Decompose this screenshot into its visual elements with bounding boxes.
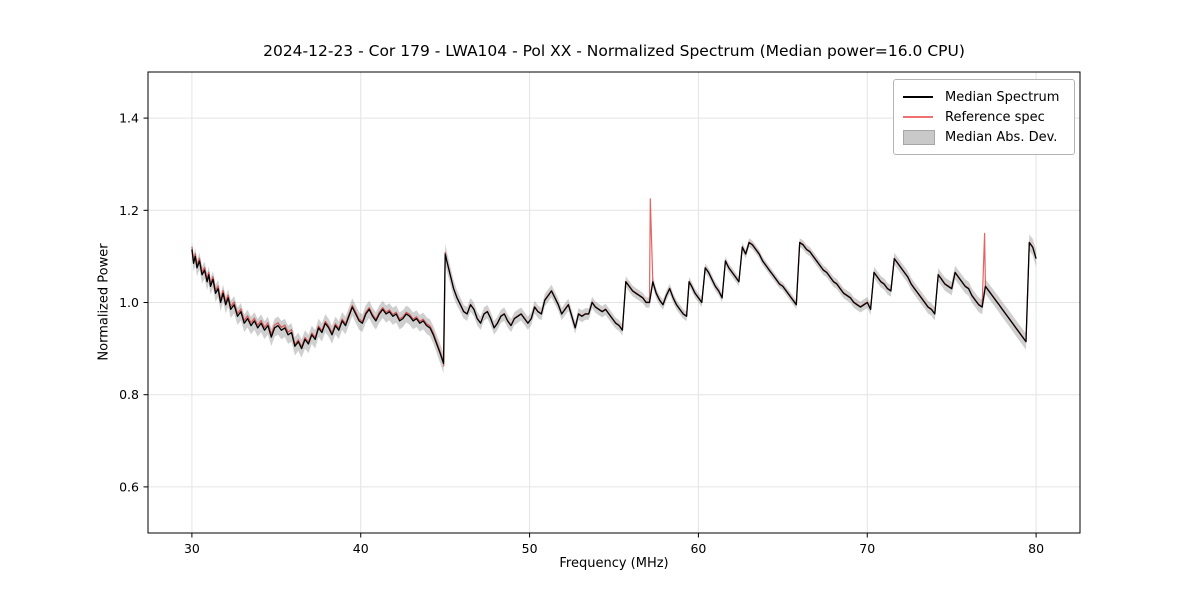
legend-swatch-shape xyxy=(903,116,933,118)
x-tick-label: 80 xyxy=(1028,541,1044,556)
median-spectrum-line xyxy=(191,241,1037,365)
axis-ticks: 30 40 50 60 70 80 0.6 0.8 1.0 1.2 1.4 xyxy=(119,111,1044,556)
legend: Median Spectrum Reference spec Median Abs.… xyxy=(893,79,1075,155)
legend-swatch-shape xyxy=(903,96,933,98)
x-tick-label: 70 xyxy=(859,541,875,556)
x-tick-label: 40 xyxy=(353,541,369,556)
y-tick-label: 1.4 xyxy=(119,111,139,126)
legend-item: Median Abs. Dev. xyxy=(903,127,1064,147)
x-tick-label: 60 xyxy=(690,541,706,556)
x-axis-label: Frequency (MHz) xyxy=(559,556,669,571)
legend-label: Reference spec xyxy=(945,109,1045,125)
legend-swatch-shape xyxy=(903,129,935,145)
chart-title: 2024-12-23 - Cor 179 - LWA104 - Pol XX -… xyxy=(263,42,965,60)
grid xyxy=(148,72,1080,533)
legend-line-swatch xyxy=(903,96,937,98)
legend-line-swatch xyxy=(903,116,937,118)
legend-label: Median Spectrum xyxy=(945,89,1060,105)
x-tick-label: 50 xyxy=(522,541,538,556)
y-tick-label: 1.2 xyxy=(119,203,139,218)
legend-item: Median Spectrum xyxy=(903,87,1064,107)
y-tick-label: 1.0 xyxy=(119,295,139,310)
legend-label: Median Abs. Dev. xyxy=(945,129,1058,145)
y-tick-label: 0.6 xyxy=(119,479,139,494)
legend-item: Reference spec xyxy=(903,107,1064,127)
legend-patch-swatch xyxy=(903,129,937,145)
mad-band xyxy=(191,234,1037,374)
y-tick-label: 0.8 xyxy=(119,387,139,402)
x-tick-label: 30 xyxy=(184,541,200,556)
